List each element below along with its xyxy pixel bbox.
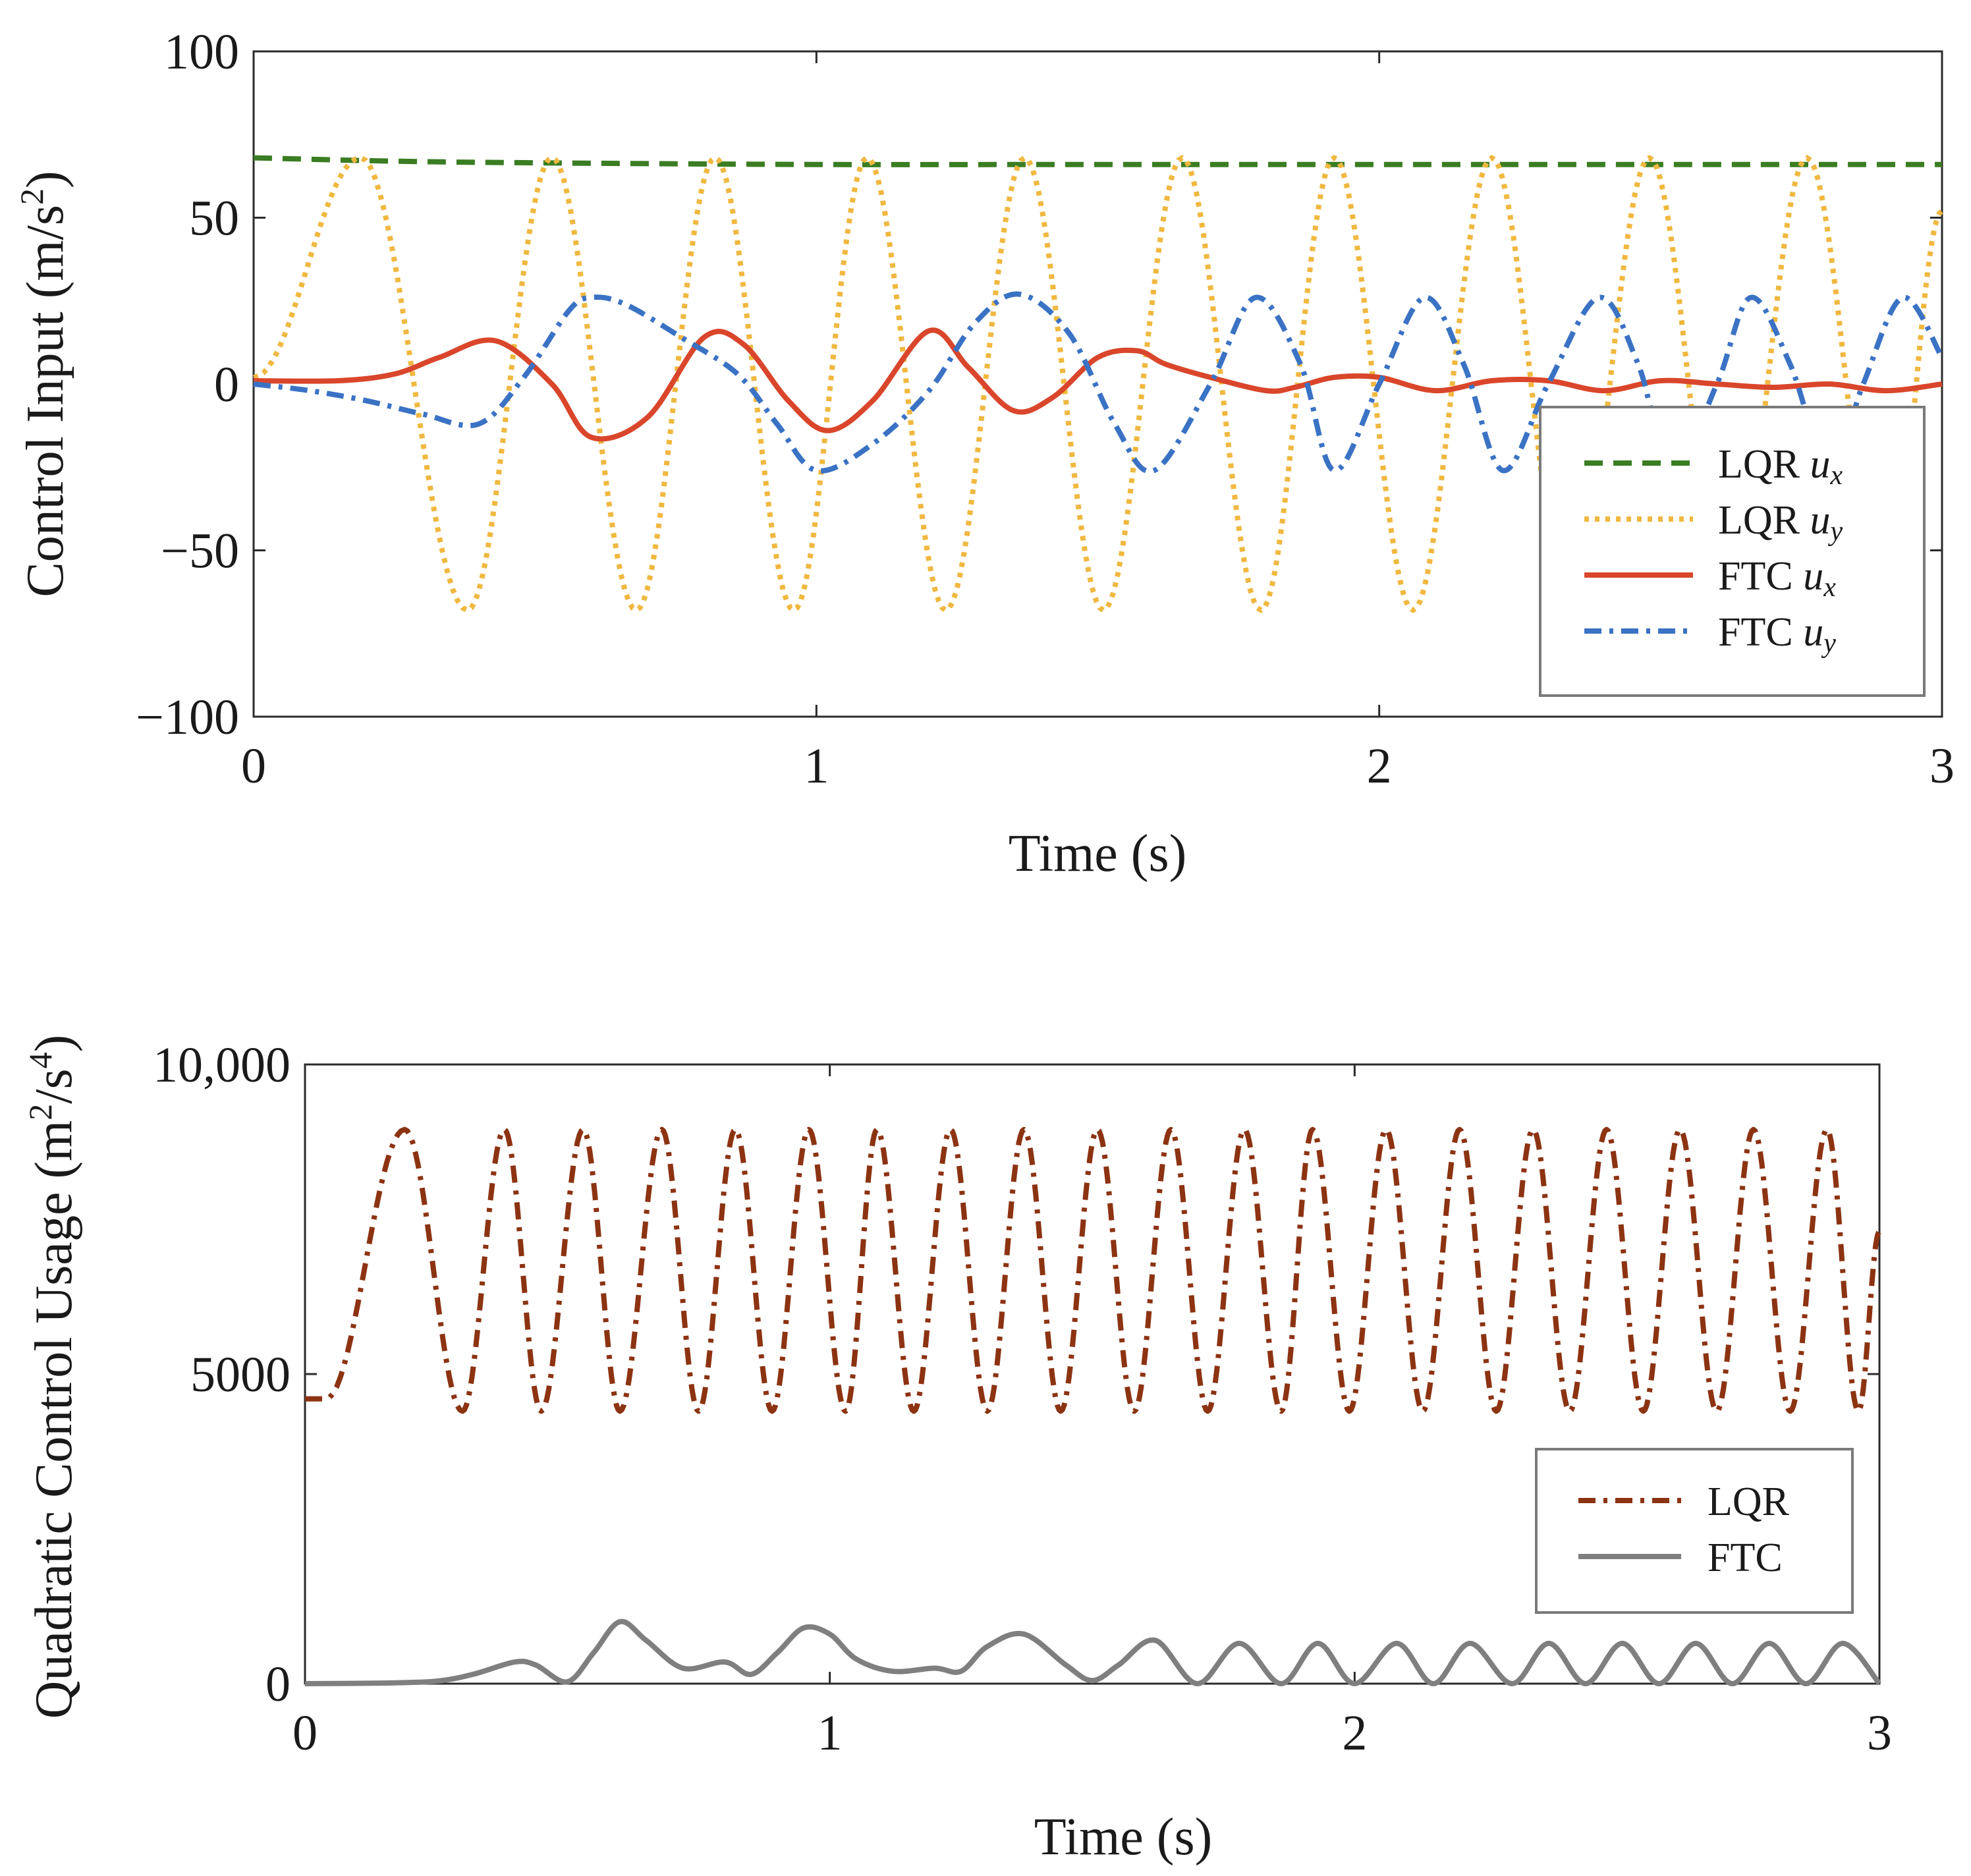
x-axis-label: Time (s) [1009,825,1186,883]
y-tick-label: 50 [189,191,239,246]
x-tick-label: 0 [241,738,266,794]
legend-box [1539,406,1926,697]
legend-label: FTC ux [1718,554,1836,603]
series-group [303,1126,1882,1686]
y-tick-label: −50 [161,524,239,579]
legend-label: FTC [1707,1535,1783,1580]
legend-label: LQR [1707,1479,1790,1524]
legend: LQR ux LQR uy FTC ux FTC uy [1539,406,1926,697]
series-line-ftc-u-x [253,327,1943,442]
x-tick-label: 3 [1867,1705,1892,1761]
legend-label: FTC uy [1718,610,1836,659]
x-tick-label: 3 [1929,738,1955,794]
y-tick-label: 100 [164,24,239,80]
y-tick-label: 10,000 [153,1037,291,1093]
series-line-lqr-u-x [253,155,1942,167]
quadratic-control-usage-chart: 0 1 2 3 0 5000 10,000 Time (s) Quadratic Contr… [22,1035,1892,1866]
legend-label: LQR uy [1718,498,1843,547]
x-tick-label: 0 [292,1705,318,1761]
x-tick-label: 2 [1342,1705,1367,1761]
legend: LQR FTC [1535,1448,1854,1614]
y-tick-label: 0 [214,357,239,412]
series-line-ftc-u-y [253,291,1945,474]
series-line-lqr [303,1126,1881,1414]
y-tick-label: 0 [265,1657,291,1712]
y-tick-label: −100 [136,690,239,745]
y-axis-label: Control Input (m/s2) [13,171,74,597]
legend-label: LQR ux [1718,442,1843,491]
x-tick-label: 1 [818,1705,843,1761]
control-input-chart: 0 1 2 3 −100 −50 0 50 100 Time (s) Control Input… [13,24,1955,883]
y-axis-label: Quadratic Control Usage (m2/s4) [22,1035,83,1719]
axis-ticks: 0 1 2 3 −100 −50 0 50 100 [136,24,1955,794]
axis-ticks: 0 1 2 3 0 5000 10,000 [153,1037,1892,1761]
series-group [253,155,1945,613]
legend-box [1535,1448,1854,1614]
x-axis-label: Time (s) [1034,1808,1212,1866]
y-tick-label: 5000 [190,1347,291,1402]
x-tick-label: 2 [1367,738,1392,794]
series-line-ftc [304,1618,1882,1686]
x-tick-label: 1 [804,738,829,794]
